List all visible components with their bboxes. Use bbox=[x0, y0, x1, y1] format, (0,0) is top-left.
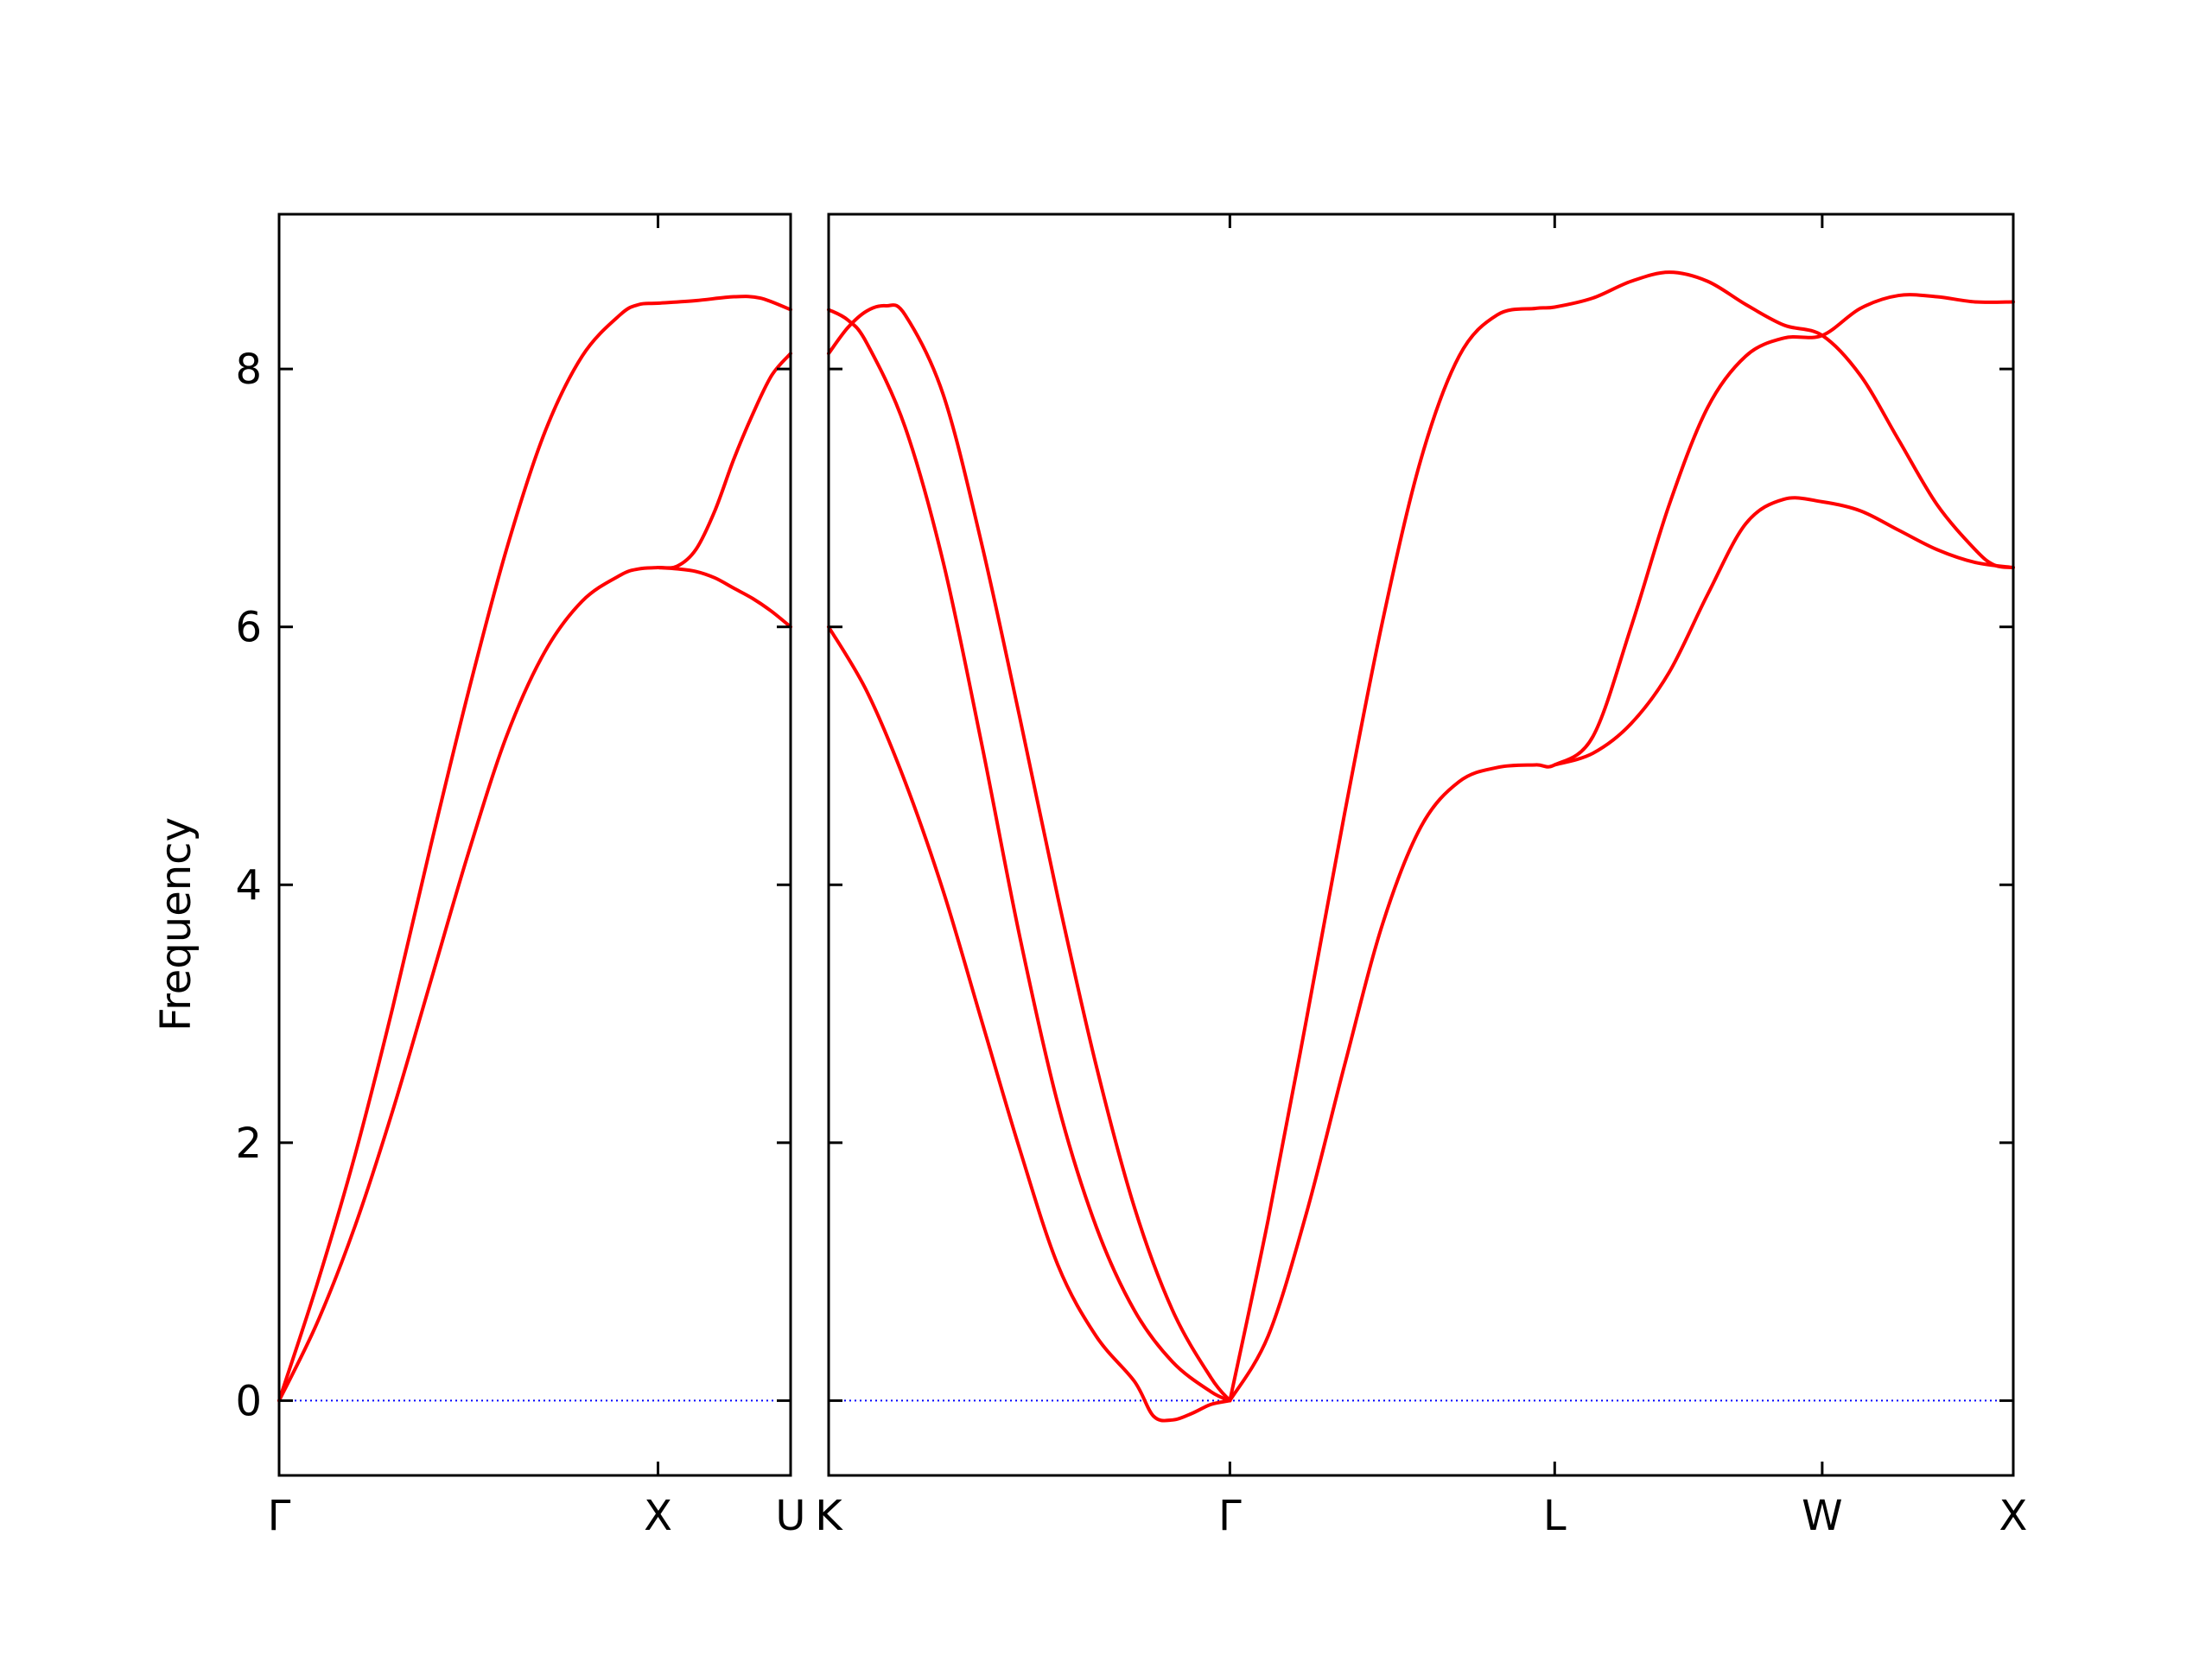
band-line-3 bbox=[656, 566, 792, 629]
band-line-4 bbox=[1228, 270, 2015, 1403]
y-axis-label: Frequency bbox=[152, 817, 200, 1031]
x-tick-label: Γ bbox=[1218, 1492, 1242, 1540]
band-line-3 bbox=[827, 625, 1232, 1423]
x-tick-label: L bbox=[1543, 1492, 1567, 1540]
x-tick-label: Γ bbox=[268, 1492, 291, 1540]
band-line-1 bbox=[827, 303, 1232, 1403]
y-tick-label: 4 bbox=[235, 861, 262, 910]
y-tick-label: 6 bbox=[235, 604, 262, 652]
x-tick-label: U bbox=[775, 1492, 805, 1540]
y-tick-label: 8 bbox=[235, 346, 262, 394]
x-tick-label: X bbox=[644, 1492, 672, 1540]
plot-frame bbox=[277, 213, 792, 1477]
plot-frame bbox=[827, 213, 2015, 1477]
band-line-6 bbox=[1553, 496, 2015, 767]
x-tick-label: K bbox=[815, 1492, 843, 1540]
panel-1: 0 2 4 6 8 Γ X U bbox=[235, 213, 806, 1540]
x-tick-label: X bbox=[1999, 1492, 2028, 1540]
y-tick-label: 2 bbox=[235, 1120, 262, 1168]
band-line-1 bbox=[277, 295, 792, 1403]
band-line-5 bbox=[1228, 293, 2015, 1403]
y-tick-label: 0 bbox=[235, 1377, 262, 1425]
band-line-2 bbox=[827, 308, 1232, 1403]
band-line-2 bbox=[277, 352, 792, 1403]
x-tick-label: W bbox=[1802, 1492, 1842, 1540]
